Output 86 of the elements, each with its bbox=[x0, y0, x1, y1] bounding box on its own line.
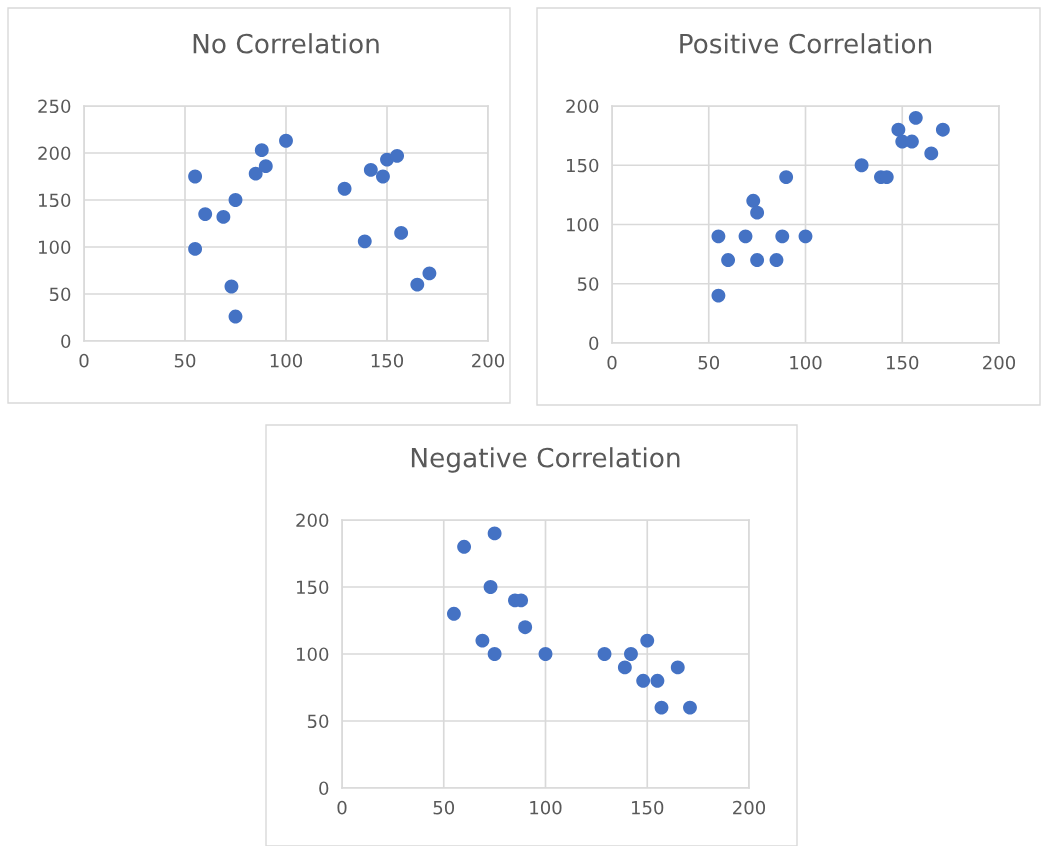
point bbox=[258, 159, 273, 174]
point bbox=[798, 229, 813, 244]
point bbox=[775, 229, 790, 244]
y-tick-label: 200 bbox=[38, 146, 71, 161]
point bbox=[254, 143, 269, 158]
point bbox=[670, 660, 685, 675]
x-tick-label: 50 bbox=[174, 353, 196, 368]
chart-title: Negative Correlation bbox=[411, 447, 680, 473]
point bbox=[228, 193, 243, 207]
point bbox=[457, 539, 472, 554]
point bbox=[363, 162, 378, 177]
y-tick-label: 150 bbox=[39, 193, 71, 208]
point bbox=[337, 181, 352, 196]
point bbox=[216, 209, 231, 224]
point bbox=[935, 122, 950, 137]
point bbox=[654, 700, 669, 715]
y-tick-label: 150 bbox=[297, 580, 329, 595]
point bbox=[188, 241, 203, 256]
point bbox=[487, 647, 502, 661]
x-tick-label: 50 bbox=[433, 800, 455, 815]
point bbox=[908, 110, 923, 125]
x-tick-label: 150 bbox=[632, 800, 664, 815]
y-tick-label: 0 bbox=[319, 781, 329, 796]
chart-title: Positive Correlation bbox=[680, 33, 932, 54]
x-tick-label: 100 bbox=[790, 355, 822, 370]
y-tick-label: 100 bbox=[39, 240, 71, 255]
point bbox=[518, 620, 533, 635]
x-tick-label: 150 bbox=[887, 355, 919, 370]
point bbox=[597, 647, 612, 661]
point bbox=[683, 700, 697, 715]
x-tick-label: 50 bbox=[698, 355, 720, 370]
point bbox=[394, 225, 409, 240]
point bbox=[924, 146, 939, 161]
y-tick-label: 250 bbox=[38, 99, 71, 114]
point bbox=[891, 122, 906, 137]
point bbox=[746, 193, 761, 208]
y-tick-label: 100 bbox=[297, 647, 329, 662]
point bbox=[738, 229, 753, 244]
point bbox=[636, 673, 651, 688]
point bbox=[711, 229, 726, 244]
x-tick-label: 150 bbox=[371, 353, 404, 368]
point bbox=[650, 673, 665, 688]
x-tick-label: 200 bbox=[472, 353, 505, 368]
x-tick-label: 200 bbox=[733, 800, 766, 815]
y-tick-label: 200 bbox=[566, 99, 599, 114]
x-tick-label: 200 bbox=[983, 355, 1016, 370]
point bbox=[483, 580, 498, 594]
y-tick-label: 0 bbox=[589, 336, 599, 351]
point bbox=[624, 647, 638, 661]
point bbox=[357, 234, 372, 249]
point bbox=[248, 166, 263, 181]
point bbox=[617, 660, 632, 675]
x-tick-label: 0 bbox=[79, 353, 89, 368]
point bbox=[721, 253, 736, 267]
y-tick-label: 100 bbox=[567, 217, 599, 232]
point bbox=[446, 606, 461, 621]
point bbox=[487, 526, 502, 541]
y-tick-label: 50 bbox=[307, 714, 329, 729]
x-tick-label: 100 bbox=[530, 800, 562, 815]
point bbox=[769, 253, 784, 267]
point bbox=[188, 169, 203, 184]
x-tick-label: 0 bbox=[607, 355, 617, 370]
chart-title: No Correlation bbox=[193, 33, 379, 54]
y-tick-label: 50 bbox=[49, 287, 71, 302]
point bbox=[279, 133, 293, 148]
x-tick-label: 0 bbox=[337, 800, 347, 815]
y-tick-label: 0 bbox=[61, 334, 71, 349]
point bbox=[475, 633, 490, 648]
point bbox=[376, 169, 390, 184]
point bbox=[779, 170, 794, 185]
y-tick-label: 150 bbox=[567, 158, 599, 173]
point bbox=[224, 279, 239, 294]
point bbox=[854, 158, 869, 173]
point bbox=[750, 205, 765, 220]
point bbox=[228, 309, 243, 324]
point bbox=[422, 266, 437, 281]
point bbox=[750, 253, 765, 267]
point bbox=[390, 148, 405, 163]
point bbox=[410, 277, 425, 292]
point bbox=[198, 207, 213, 222]
y-tick-label: 200 bbox=[296, 513, 329, 528]
x-tick-label: 100 bbox=[270, 353, 303, 368]
point bbox=[711, 288, 726, 303]
y-tick-label: 50 bbox=[577, 277, 599, 291]
point bbox=[538, 647, 553, 661]
point bbox=[640, 633, 655, 648]
